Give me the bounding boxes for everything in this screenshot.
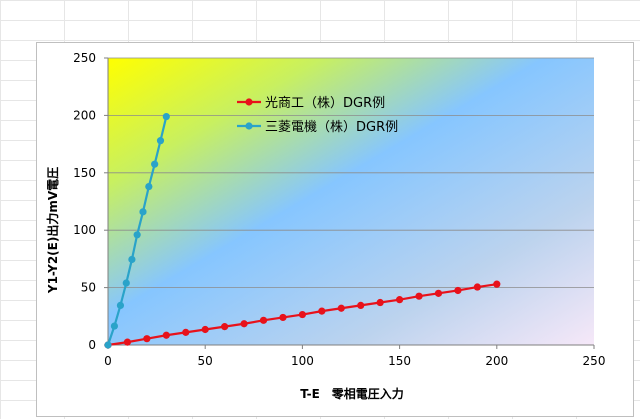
series-0-point-9 xyxy=(279,313,287,322)
series-1-point-8 xyxy=(151,160,159,168)
x-tick-label-0: 0 xyxy=(104,354,112,368)
series-1-point-1 xyxy=(110,322,119,330)
legend-label-1: 三菱電機（株）DGR例 xyxy=(265,120,398,135)
legend-marker-0 xyxy=(245,98,253,106)
legend-marker-1 xyxy=(245,122,253,130)
x-tick-label-1: 50 xyxy=(198,354,213,368)
series-0-point-17 xyxy=(434,289,443,297)
series-0-point-1 xyxy=(123,338,132,346)
series-1-point-7 xyxy=(145,182,153,191)
y-tick-label-2: 100 xyxy=(73,223,96,237)
series-1-point-0 xyxy=(104,341,112,349)
y-tick-label-4: 200 xyxy=(73,108,96,122)
x-tick-label-4: 200 xyxy=(485,354,508,368)
series-0-point-12 xyxy=(337,304,345,312)
x-tick-label-2: 100 xyxy=(291,354,314,368)
series-0-point-7 xyxy=(240,320,248,328)
axes xyxy=(107,58,594,346)
series-0-point-3 xyxy=(162,331,170,339)
series-0-point-2 xyxy=(143,335,151,343)
series-1-point-10 xyxy=(162,112,170,121)
series-1 xyxy=(104,112,170,349)
y-axis-ticks: 0 50 100 150 200 250 xyxy=(73,51,108,352)
series-0-point-19 xyxy=(473,283,481,291)
y-tick-label-1: 50 xyxy=(81,281,96,295)
x-axis-ticks: 0 50 100 150 200 250 xyxy=(104,345,605,368)
series-0-point-10 xyxy=(298,310,306,319)
series-1-point-6 xyxy=(139,208,147,216)
series-0 xyxy=(104,280,501,349)
x-axis-title: T-E 零相電圧入力 xyxy=(300,386,404,401)
series-1-point-9 xyxy=(156,137,165,145)
series-0-point-15 xyxy=(396,296,404,304)
series-0-point-4 xyxy=(182,328,190,336)
series-0-point-14 xyxy=(376,298,384,307)
y-tick-label-3: 150 xyxy=(73,166,96,180)
series-0-point-5 xyxy=(201,325,209,334)
series-0-point-18 xyxy=(454,286,462,295)
y-tick-label-5: 250 xyxy=(73,51,96,65)
series-1-point-5 xyxy=(133,231,141,239)
series-0-point-8 xyxy=(259,316,268,324)
x-tick-label-5: 250 xyxy=(583,354,606,368)
series-0-point-6 xyxy=(221,323,229,331)
y-axis-title: Y1-Y2(E)出力mV電圧 xyxy=(45,167,60,294)
series-0-point-11 xyxy=(318,307,326,315)
y-tick-label-0: 0 xyxy=(88,338,96,352)
x-tick-label-3: 150 xyxy=(388,354,411,368)
series-layer xyxy=(104,112,501,349)
plot-area xyxy=(108,58,594,345)
legend-label-0: 光商工（株）DGR例 xyxy=(265,96,385,111)
series-0-point-16 xyxy=(415,292,423,300)
series-1-point-3 xyxy=(122,279,130,287)
series-0-point-20 xyxy=(493,280,501,288)
series-1-point-2 xyxy=(116,301,125,309)
series-0-point-13 xyxy=(357,301,365,309)
series-1-point-4 xyxy=(128,255,136,264)
